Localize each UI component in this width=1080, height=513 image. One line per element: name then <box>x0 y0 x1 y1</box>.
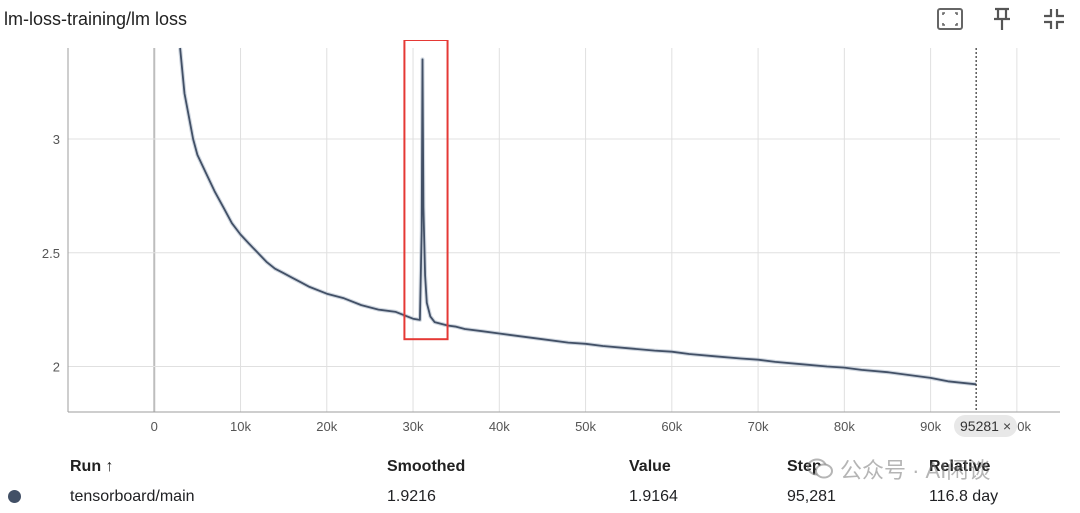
run-color-cell <box>0 482 70 512</box>
series-raw-line <box>178 47 977 387</box>
relative-time: 116.8 day <box>929 488 999 505</box>
table-row[interactable]: tensorboard/main 1.9216 1.9164 95,281 11… <box>0 482 1079 512</box>
step-cursor-badge[interactable]: 95281 × <box>954 415 1018 437</box>
x-tick-label: 90k <box>920 419 941 434</box>
line-chart[interactable]: 010k20k30k40k50k60k70k80k90k100k22.53 <box>0 40 1080 440</box>
header-step[interactable]: Step <box>787 458 822 475</box>
fit-domain-icon <box>937 8 963 30</box>
runs-table: Run ↑ Smoothed Value Step Relative tenso… <box>0 452 1079 512</box>
table-header-row: Run ↑ Smoothed Value Step Relative <box>0 452 1079 482</box>
x-tick-label: 60k <box>661 419 682 434</box>
header-smoothed[interactable]: Smoothed <box>387 458 466 475</box>
x-tick-label: 10k <box>230 419 251 434</box>
highlight-box <box>403 40 449 341</box>
fit-domain-button[interactable] <box>932 4 968 34</box>
overlay-layer <box>403 40 977 412</box>
pin-button[interactable] <box>984 4 1020 34</box>
smoothed-value: 1.9216 <box>387 488 436 505</box>
header-value[interactable]: Value <box>629 458 671 475</box>
x-tick-label: 70k <box>748 419 769 434</box>
y-tick-label: 3 <box>53 132 60 147</box>
run-color-dot <box>8 490 21 504</box>
collapse-button[interactable] <box>1036 4 1072 34</box>
run-name: tensorboard/main <box>70 488 195 505</box>
close-icon[interactable]: × <box>1002 418 1012 434</box>
x-tick-label: 50k <box>575 419 596 434</box>
header-relative[interactable]: Relative <box>929 458 991 475</box>
header-color-cell <box>0 452 70 482</box>
series-layer <box>178 47 977 387</box>
raw-value: 1.9164 <box>629 488 678 505</box>
y-tick-label: 2 <box>53 360 60 375</box>
header-run[interactable]: Run ↑ <box>70 458 114 475</box>
grid <box>68 48 1060 412</box>
x-tick-label: 40k <box>489 419 510 434</box>
step-cursor-value: 95281 <box>960 418 999 434</box>
x-tick-label: 20k <box>316 419 337 434</box>
x-tick-label: 30k <box>403 419 424 434</box>
chart-title: lm-loss-training/lm loss <box>4 9 188 29</box>
y-tick-label: 2.5 <box>42 246 60 261</box>
chart-toolbar <box>932 4 1072 34</box>
collapse-icon <box>1044 9 1064 29</box>
x-tick-label: 0 <box>151 419 158 434</box>
pin-icon <box>994 7 1010 30</box>
x-tick-label: 80k <box>834 419 855 434</box>
step-value: 95,281 <box>787 488 836 505</box>
series-line <box>179 47 977 386</box>
